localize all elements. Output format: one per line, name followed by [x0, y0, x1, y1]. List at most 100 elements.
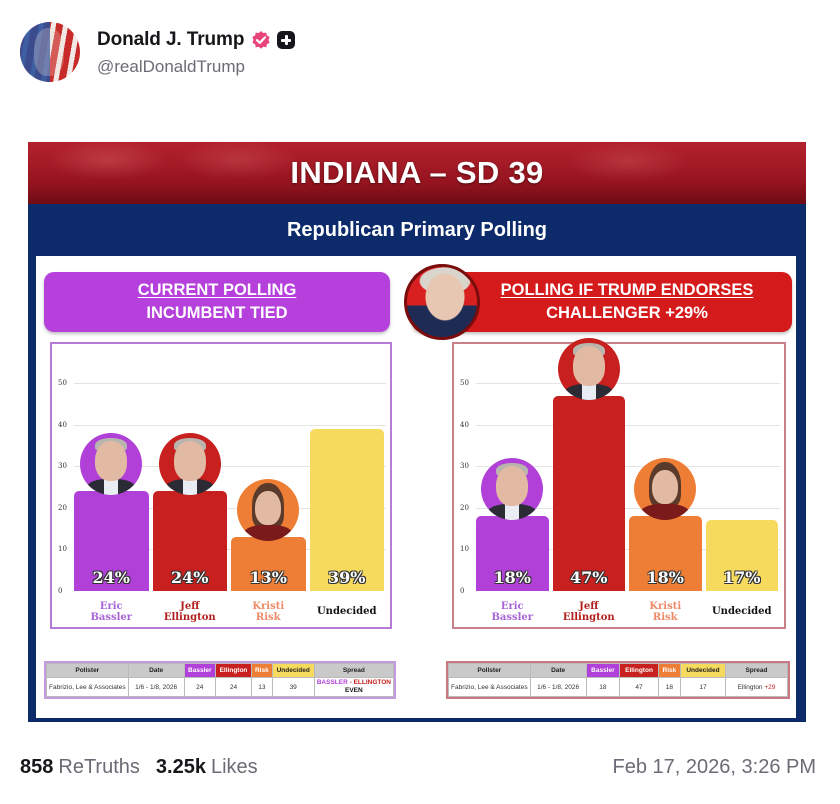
bar-kristi-risk: 13%: [231, 536, 306, 591]
cell-pollster: Fabrizio, Lee & Associates: [448, 677, 531, 697]
y-tick-label: 10: [460, 545, 469, 554]
bar-value-label: 17%: [723, 568, 761, 587]
endorsement-polling-subtitle: CHALLENGER +29%: [546, 304, 708, 322]
gridline: [74, 507, 386, 509]
bar-undecided: 39%: [309, 428, 384, 591]
post-timestamp[interactable]: Feb 17, 2026, 3:26 PM: [612, 755, 816, 778]
cell-risk: 13: [251, 677, 273, 697]
bar-value-label: 24%: [171, 568, 209, 587]
cell-ellington: 47: [619, 677, 659, 697]
current-polling-table: Pollster Date Bassler Ellington Risk Und…: [44, 661, 396, 699]
col-risk: Risk: [657, 663, 681, 678]
cell-ellington: 24: [214, 677, 253, 697]
col-ellington: Ellington: [214, 663, 253, 678]
endorsement-polling-chart: 0 10 20 30 40 50 18% Eric Bassler 47% Jeff Ellingto…: [452, 337, 786, 629]
table-row: Fabrizio, Lee & Associates 1/6 - 1/8, 20…: [448, 677, 788, 697]
gridline: [476, 383, 780, 385]
spread-ellington: ELLINGTON: [353, 679, 391, 686]
table-header-row: Pollster Date Bassler Ellington Risk Und…: [46, 663, 395, 678]
col-undecided: Undecided: [271, 663, 315, 678]
bar-eric-bassler: 18%: [476, 516, 549, 591]
col-bassler: Bassler: [183, 663, 216, 678]
col-risk: Risk: [251, 663, 273, 678]
col-bassler: Bassler: [585, 663, 621, 678]
author-avatar[interactable]: [20, 22, 80, 82]
x-axis-label-kristi-risk: Kristi Risk: [252, 601, 285, 623]
verified-badge-icon: [251, 30, 271, 50]
jeff-ellington-headshot-icon: [557, 337, 620, 400]
bar-value-label: 24%: [92, 568, 130, 587]
bar-value-label: 13%: [249, 568, 287, 587]
cell-date: 1/6 - 1/8, 2026: [529, 677, 587, 697]
col-date: Date: [529, 663, 587, 678]
retruths-count[interactable]: 858: [20, 755, 54, 778]
retruths-label[interactable]: ReTruths: [58, 755, 140, 778]
gridline: [476, 424, 780, 426]
poll-graphic[interactable]: INDIANA – SD 39 Republican Primary Polli…: [28, 142, 806, 722]
col-spread: Spread: [725, 663, 788, 678]
eric-bassler-headshot-icon: [80, 433, 143, 496]
current-polling-chart: 0 10 20 30 40 50 24% Eric Bassler 24% Jeff Ellingto…: [50, 342, 392, 629]
cell-pollster: Fabrizio, Lee & Associates: [46, 677, 129, 697]
spread-leader: Ellington: [737, 683, 765, 691]
bar-value-label: 39%: [328, 568, 366, 587]
gridline: [74, 424, 386, 426]
poll-banner: INDIANA – SD 39: [28, 142, 806, 204]
x-axis-label-eric-bassler: Eric Bassler: [491, 601, 534, 623]
post-header: Donald J. Trump @realDonaldTrump: [20, 21, 296, 83]
bar-kristi-risk: 18%: [629, 516, 702, 591]
table-header-row: Pollster Date Bassler Ellington Risk Und…: [448, 663, 788, 678]
y-tick-label: 30: [460, 462, 469, 471]
y-tick-label: 50: [58, 379, 67, 388]
col-pollster: Pollster: [448, 663, 531, 678]
x-axis-label-jeff-ellington: Jeff Ellington: [163, 601, 216, 623]
cell-undecided: 17: [679, 677, 727, 697]
eric-bassler-headshot-icon: [481, 458, 544, 521]
author-handle[interactable]: @realDonaldTrump: [97, 57, 245, 76]
cell-bassler: 18: [585, 677, 621, 697]
gridline: [74, 383, 386, 385]
current-polling-subtitle: INCUMBENT TIED: [146, 304, 288, 322]
cell-bassler: 24: [183, 677, 216, 697]
spread-bassler: BASSLER: [316, 679, 348, 686]
x-axis-label-jeff-ellington: Jeff Ellington: [562, 601, 615, 623]
table-row: Fabrizio, Lee & Associates 1/6 - 1/8, 20…: [46, 677, 395, 697]
kristi-risk-headshot-icon: [634, 458, 697, 521]
y-tick-label: 40: [460, 420, 469, 429]
col-date: Date: [127, 663, 185, 678]
endorsement-polling-table: Pollster Date Bassler Ellington Risk Und…: [446, 661, 790, 699]
cell-spread: BASSLER - ELLINGTON EVEN: [313, 677, 395, 697]
cell-spread: Ellington +29: [725, 677, 788, 697]
author-name-row: Donald J. Trump: [97, 27, 296, 53]
y-tick-label: 0: [460, 587, 465, 595]
cell-undecided: 39: [271, 677, 315, 697]
col-ellington: Ellington: [619, 663, 659, 678]
y-tick-label: 40: [58, 420, 67, 429]
gridline: [74, 549, 386, 551]
spread-result: EVEN: [345, 687, 363, 694]
spread-margin: +29: [764, 683, 776, 691]
likes-label[interactable]: Likes: [210, 755, 258, 778]
cell-risk: 18: [657, 677, 681, 697]
y-tick-label: 30: [58, 462, 67, 471]
poll-content: CURRENT POLLING INCUMBENT TIED POLLING I…: [36, 256, 796, 718]
likes-count[interactable]: 3.25k: [155, 755, 206, 778]
jeff-ellington-headshot-icon: [158, 433, 221, 496]
poll-subtitle: Republican Primary Polling: [286, 218, 548, 241]
gridline: [74, 466, 386, 468]
spread-separator: -: [347, 679, 354, 686]
author-display-name[interactable]: Donald J. Trump: [97, 29, 245, 50]
current-polling-header: CURRENT POLLING INCUMBENT TIED: [44, 272, 390, 332]
plus-badge-icon: [277, 31, 296, 49]
post-stats: 858 ReTruths 3.25k Likes: [20, 756, 274, 779]
poll-banner-title: INDIANA – SD 39: [290, 155, 544, 190]
col-pollster: Pollster: [46, 663, 129, 678]
x-axis-label-kristi-risk: Kristi Risk: [649, 601, 682, 623]
endorsement-polling-title: POLLING IF TRUMP ENDORSES: [500, 281, 754, 299]
x-axis-label-undecided: Undecided: [316, 606, 377, 617]
y-tick-label: 20: [58, 503, 67, 512]
post-footer: 858 ReTruths 3.25k Likes Feb 17, 2026, 3:26…: [20, 752, 816, 782]
bar-value-label: 18%: [493, 568, 531, 587]
bar-undecided: 17%: [705, 520, 778, 591]
bar-eric-bassler: 24%: [74, 491, 149, 591]
